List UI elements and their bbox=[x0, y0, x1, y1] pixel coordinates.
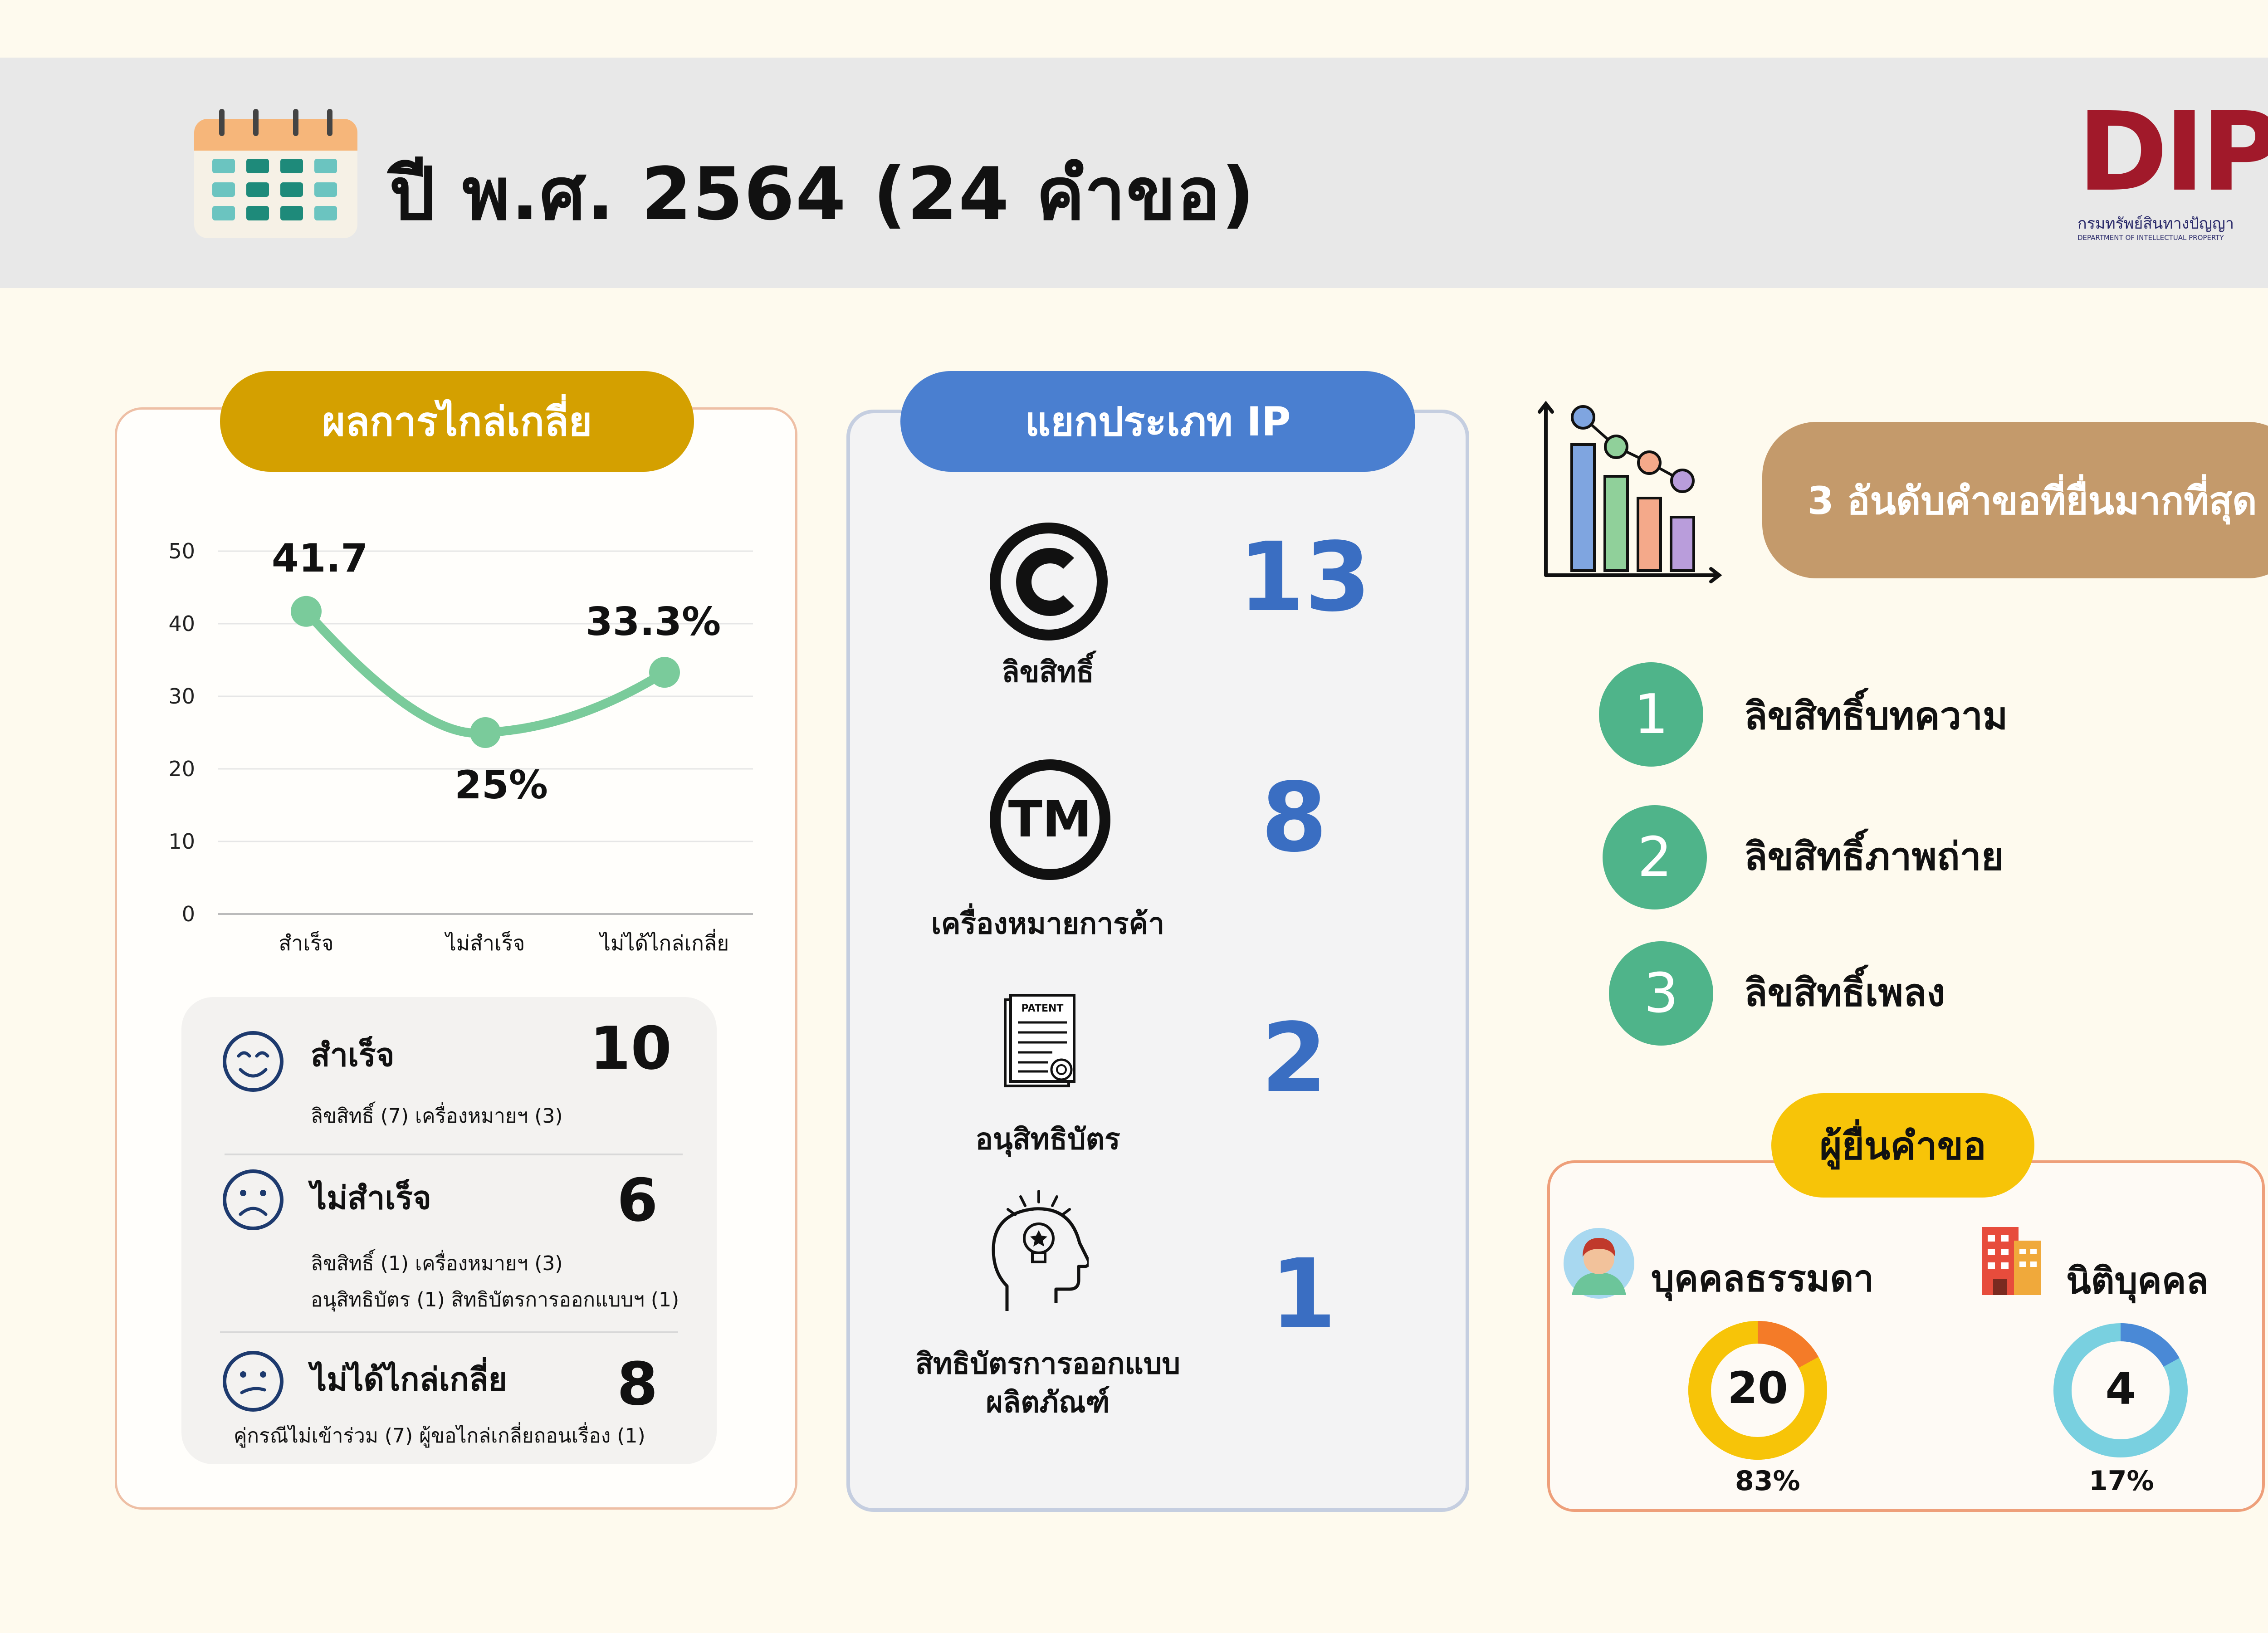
rank-2-label: ลิขสิทธิ์ภาพถ่าย bbox=[1744, 826, 2004, 886]
juristic-person-label: นิติบุคคล bbox=[2066, 1252, 2208, 1310]
rank-3-badge: 3 bbox=[1609, 941, 1713, 1046]
x-category-label: ไม่สำเร็จ bbox=[444, 931, 525, 955]
logo-subtitle-th: กรมทรัพย์สินทางปัญญา bbox=[2077, 211, 2234, 235]
patent-document-icon: PATENT bbox=[1002, 993, 1077, 1091]
idea-head-icon bbox=[989, 1188, 1089, 1315]
y-tick-label: 40 bbox=[168, 611, 195, 636]
ip-trademark-count: 8 bbox=[1261, 762, 1327, 873]
ip-trademark-label: เครื่องหมายการค้า bbox=[889, 900, 1207, 947]
rank-1-badge: 1 bbox=[1599, 662, 1703, 767]
ip-types-pill: แยกประเภท IP bbox=[900, 371, 1415, 472]
top3-pill: 3 อันดับคำขอที่ยื่นมากที่สุด bbox=[1762, 422, 2268, 578]
sad-face-icon bbox=[221, 1168, 285, 1232]
row-none-detail: คู่กรณีไม่เข้าร่วม (7) ผู้ขอไกล่เกลี่ยถอ… bbox=[234, 1420, 645, 1452]
natural-percent: 83% bbox=[1735, 1465, 1800, 1497]
x-category-label: ไม่ได้ไกล่เกลี่ย bbox=[598, 929, 729, 955]
building-icon bbox=[1978, 1222, 2046, 1297]
data-label: 41.7 bbox=[272, 536, 368, 581]
bar-chart-icon bbox=[1538, 399, 1724, 590]
y-tick-label: 0 bbox=[182, 902, 195, 926]
ip-copyright-count: 13 bbox=[1238, 522, 1371, 633]
row-success-detail: ลิขสิทธิ์ (7) เครื่องหมายฯ (3) bbox=[311, 1100, 563, 1132]
ip-pettypatent-count: 2 bbox=[1261, 1002, 1327, 1114]
row-fail-detail: ลิขสิทธิ์ (1) เครื่องหมายฯ (3) bbox=[311, 1247, 563, 1279]
person-icon bbox=[1563, 1227, 1635, 1300]
data-point bbox=[291, 596, 322, 627]
natural-person-donut: 20 bbox=[1681, 1313, 1835, 1467]
rank-3-label: ลิขสิทธิ์เพลง bbox=[1744, 962, 1945, 1022]
juristic-percent: 17% bbox=[2089, 1465, 2154, 1497]
ip-pettypatent-label: อนุสิทธิบัตร bbox=[912, 1116, 1184, 1162]
data-point bbox=[470, 717, 501, 748]
y-tick-label: 50 bbox=[168, 539, 195, 563]
neutral-face-icon bbox=[221, 1349, 285, 1413]
ip-design-label-2: ผลิตภัณฑ์ bbox=[866, 1379, 1229, 1425]
logo-subtitle-en: DEPARTMENT OF INTELLECTUAL PROPERTY bbox=[2077, 234, 2224, 242]
y-tick-label: 20 bbox=[168, 757, 195, 781]
x-category-label: สำเร็จ bbox=[279, 931, 333, 955]
row-fail-count: 6 bbox=[617, 1166, 658, 1235]
row-fail-detail-2: อนุสิทธิบัตร (1) สิทธิบัตรการออกแบบฯ (1) bbox=[311, 1284, 679, 1315]
mediation-line-chart: 0 10 20 30 40 50 41.7 25% 33.3% สำเร็จ ไม่สำเร็จ… bbox=[150, 522, 776, 971]
data-label: 25% bbox=[455, 763, 548, 808]
row-none-label: ไม่ได้ไกล่เกลี่ย bbox=[311, 1354, 507, 1404]
ip-copyright-label: ลิขสิทธิ์ bbox=[912, 649, 1184, 695]
page-title: ปี พ.ศ. 2564 (24 คำขอ) bbox=[389, 136, 1256, 251]
mediation-pill: ผลการไกล่เกลี่ย bbox=[220, 371, 694, 472]
y-tick-label: 30 bbox=[168, 684, 195, 709]
divider bbox=[225, 1154, 683, 1155]
dip-logo: DIP กรมทรัพย์สินทางปัญญา DEPARTMENT OF I… bbox=[2077, 98, 2268, 252]
natural-person-label: บุคคลธรรมดา bbox=[1651, 1250, 1874, 1307]
rank-1-label: ลิขสิทธิ์บทความ bbox=[1744, 685, 2008, 746]
divider bbox=[220, 1331, 678, 1333]
row-success-count: 10 bbox=[590, 1014, 672, 1083]
row-success-label: สำเร็จ bbox=[311, 1030, 395, 1080]
logo-text: DIP bbox=[2077, 98, 2268, 206]
copyright-icon bbox=[989, 522, 1109, 642]
data-point bbox=[649, 657, 680, 688]
row-none-count: 8 bbox=[617, 1349, 658, 1418]
applicants-pill: ผู้ยื่นคำขอ bbox=[1771, 1093, 2034, 1198]
patent-text: PATENT bbox=[1022, 1003, 1064, 1014]
happy-face-icon bbox=[221, 1030, 285, 1093]
calendar-icon bbox=[194, 109, 357, 238]
juristic-person-donut: 4 bbox=[2043, 1313, 2198, 1467]
juristic-count: 4 bbox=[2106, 1364, 2136, 1414]
natural-count: 20 bbox=[1727, 1363, 1788, 1413]
y-tick-label: 10 bbox=[168, 829, 195, 854]
trademark-icon: TM bbox=[989, 758, 1111, 881]
rank-2-badge: 2 bbox=[1603, 805, 1707, 909]
data-label: 33.3% bbox=[586, 599, 721, 645]
row-fail-label: ไม่สำเร็จ bbox=[311, 1173, 431, 1223]
ip-design-count: 1 bbox=[1270, 1238, 1336, 1349]
svg-text:TM: TM bbox=[1008, 790, 1092, 848]
